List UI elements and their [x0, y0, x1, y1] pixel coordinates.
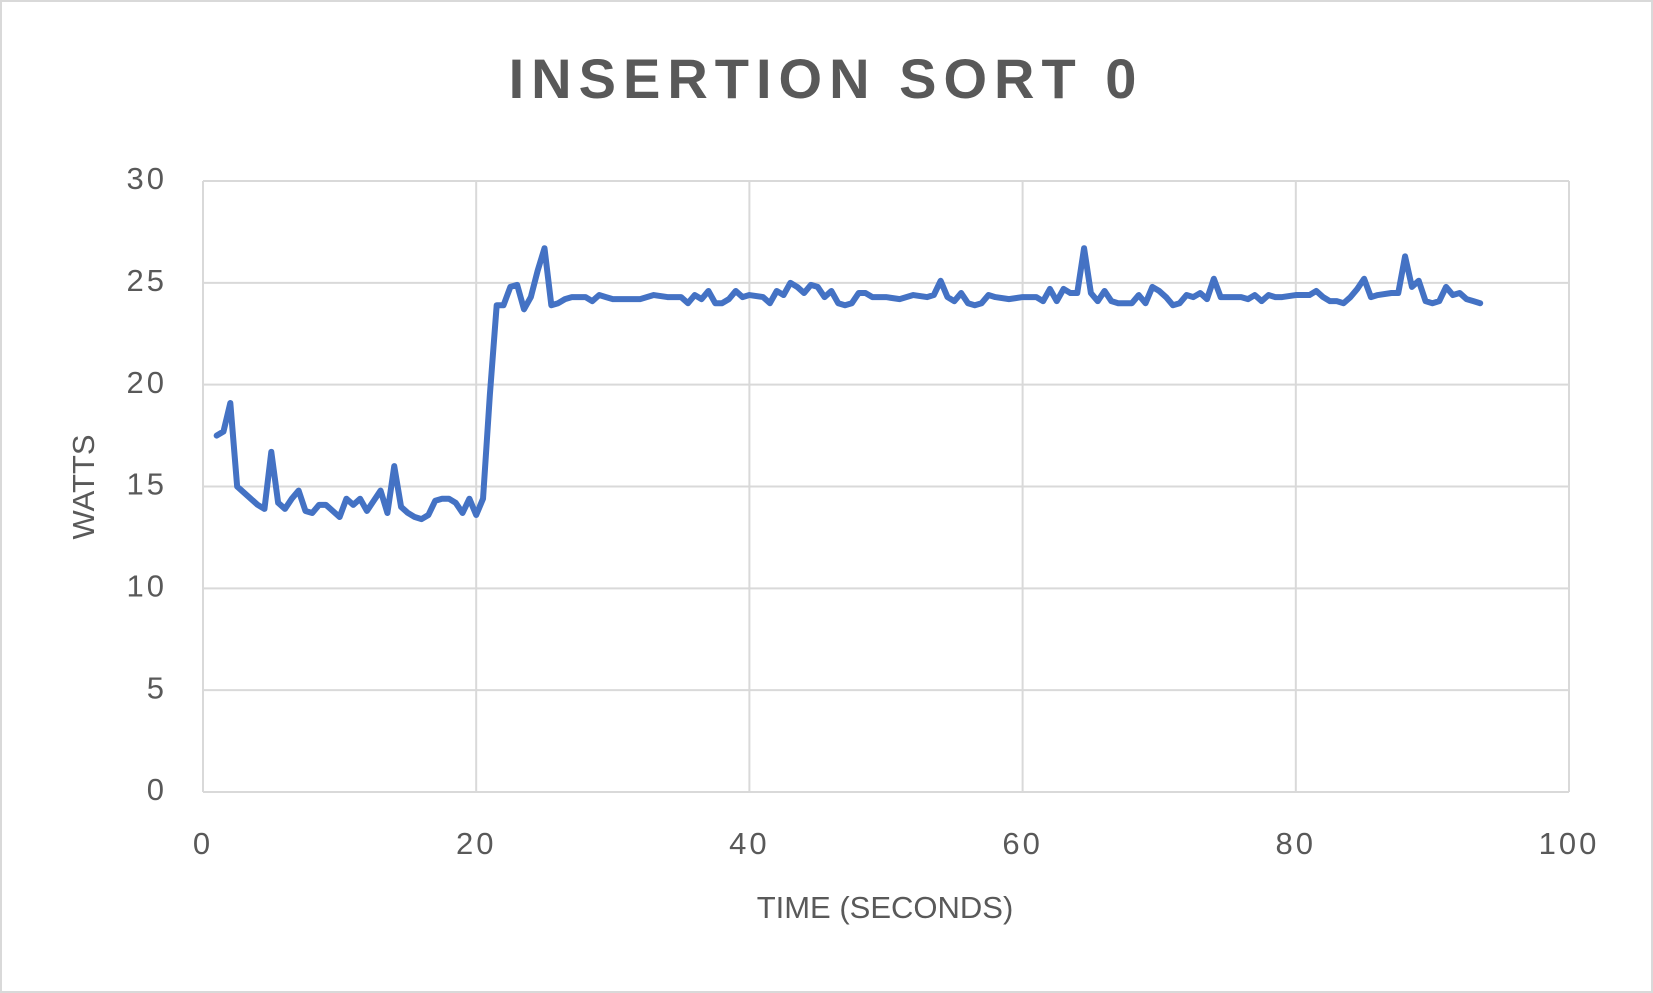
- y-tick-label: 15: [127, 467, 167, 502]
- x-tick-label: 80: [1276, 826, 1316, 861]
- y-tick-label: 10: [127, 569, 167, 604]
- x-tick-label: 20: [456, 826, 496, 861]
- y-tick-label: 5: [147, 670, 167, 705]
- y-tick-label: 20: [127, 365, 167, 400]
- data-line: [213, 245, 1484, 523]
- x-tick-label: 40: [729, 826, 769, 861]
- y-tick-label: 0: [147, 772, 167, 807]
- y-tick-label: 25: [127, 263, 167, 298]
- x-tick-label: 60: [1002, 826, 1042, 861]
- x-tick-label: 0: [193, 826, 213, 861]
- y-tick-label: 30: [127, 161, 167, 196]
- x-tick-label: 100: [1539, 826, 1600, 861]
- chart-title: INSERTION SORT 0: [509, 47, 1144, 110]
- y-axis-label: WATTS: [66, 434, 101, 539]
- x-axis-label: TIME (SECONDS): [757, 890, 1014, 925]
